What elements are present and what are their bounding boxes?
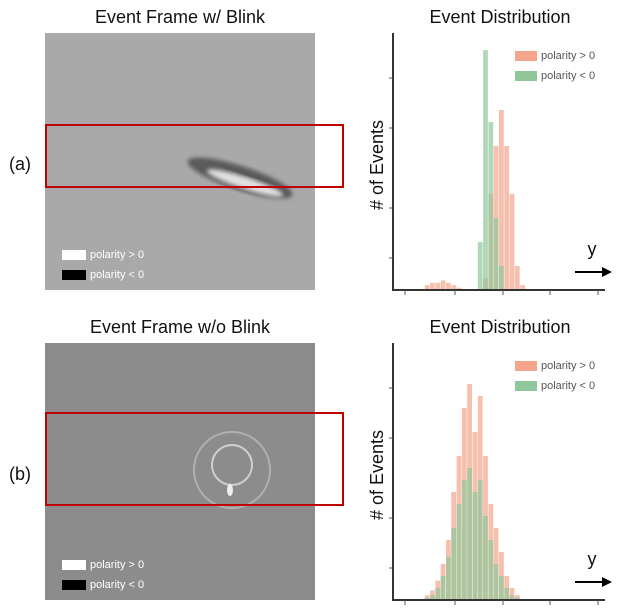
frame-legend-label: polarity > 0 [90,249,144,261]
histogram-bar [509,595,515,600]
legend-swatch [515,381,537,391]
histogram-bar [504,146,510,290]
legend-label: polarity > 0 [541,50,595,62]
histogram-bar [430,282,435,290]
x-arrow-head [602,577,612,587]
event-frame [45,33,315,290]
frame-title: Event Frame w/o Blink [90,317,271,337]
histogram-bar [504,588,510,600]
histogram-bar [483,50,488,290]
frame-legend-label: polarity < 0 [90,269,144,281]
histogram-bar [477,480,483,600]
frame-legend-swatch [62,270,86,280]
legend-swatch [515,51,537,61]
legend-swatch [515,71,537,81]
y-axis-label: # of Events [367,120,387,210]
frame-legend-label: polarity < 0 [90,579,144,591]
frame-legend-label: polarity > 0 [90,559,144,571]
y-axis-label: # of Events [367,430,387,520]
histogram-bar [461,480,467,600]
histogram-bar [499,576,504,600]
frame-legend-swatch [62,560,86,570]
panel-label: (a) [9,154,31,174]
histogram-bar [514,266,520,290]
panel-label: (b) [9,464,31,484]
histogram-bar [430,595,435,600]
axes [392,33,605,291]
histogram-bar [446,556,451,600]
histogram-bar [472,492,478,600]
frame-legend-swatch [62,580,86,590]
legend-label: polarity > 0 [541,360,595,372]
histogram-bar [483,516,488,600]
blink-streak-light [206,169,284,197]
histogram-bar [499,266,504,290]
frame-legend-swatch [62,250,86,260]
frame-title: Event Frame w/ Blink [95,7,266,27]
histogram-bar [477,242,483,290]
eye-outline [193,431,271,509]
histogram-bar [446,282,451,290]
histogram-bar [499,110,504,290]
histogram-bar [456,287,462,290]
chart-title: Event Distribution [429,7,570,27]
iris [211,444,253,486]
histogram-bar [488,122,494,290]
legend-swatch [515,361,537,371]
legend-label: polarity < 0 [541,70,595,82]
x-axis-label: y [588,549,597,569]
pupil-glint [227,484,233,496]
legend-label: polarity < 0 [541,380,595,392]
axes [392,343,605,601]
chart-title: Event Distribution [429,317,570,337]
histogram-bar [456,504,462,600]
histogram-bar [509,588,515,600]
histogram-bar [435,282,441,290]
histogram-bar [435,588,441,600]
histogram-bar [424,597,430,600]
histogram-bar [451,285,457,290]
histogram-bar [488,540,494,600]
histogram-bar [514,597,520,600]
histogram-bar [440,280,446,290]
histogram-bar [493,218,499,290]
histogram-bar [467,468,472,600]
histogram-bar [440,576,446,600]
histogram-bar [493,564,499,600]
histogram-bar [509,194,515,290]
x-arrow-head [602,267,612,277]
x-axis-label: y [588,239,597,259]
roi-box [45,124,344,188]
histogram-bar [520,285,525,290]
histogram-bar [424,285,430,290]
roi-box [45,412,344,506]
histogram-bar [451,528,457,600]
